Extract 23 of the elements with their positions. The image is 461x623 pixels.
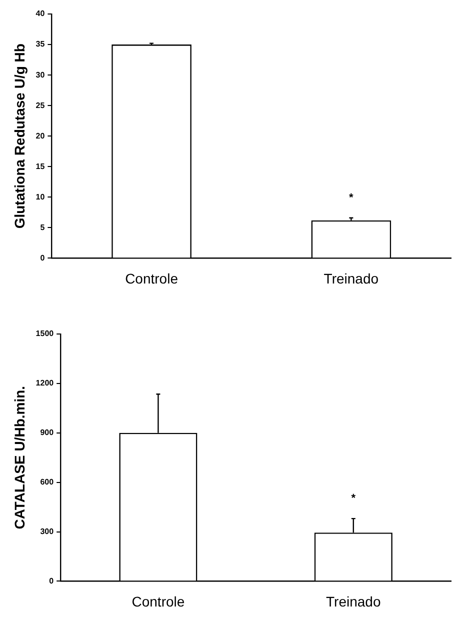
annotation: * — [349, 192, 354, 204]
y-tick-label: 5 — [40, 222, 46, 232]
y-tick-label: 0 — [40, 253, 46, 262]
y-axis-title: CATALASE U/Hb.min. — [11, 386, 28, 530]
annotation: * — [351, 492, 356, 505]
x-tick-label: Controle — [132, 593, 185, 610]
y-tick-label: 30 — [36, 70, 46, 80]
y-tick-label: 900 — [40, 428, 54, 438]
y-tick-label: 10 — [36, 192, 46, 202]
x-tick-label: Controle — [125, 270, 178, 286]
y-tick-label: 25 — [36, 100, 46, 110]
y-tick-label: 40 — [36, 9, 46, 18]
x-tick-label: Treinado — [326, 593, 381, 610]
y-tick-label: 35 — [36, 40, 46, 49]
y-tick-label: 1200 — [36, 378, 54, 388]
y-tick-label: 0 — [49, 576, 54, 586]
y-tick-label: 300 — [40, 526, 54, 536]
y-tick-label: 15 — [36, 162, 46, 171]
y-tick-label: 600 — [40, 478, 54, 487]
y-axis-title: Glutationa Redutase U/g Hb — [11, 44, 28, 229]
y-tick-label: 20 — [36, 131, 46, 140]
y-tick-label: 1500 — [36, 329, 54, 338]
x-tick-label: Treinado — [324, 270, 379, 286]
